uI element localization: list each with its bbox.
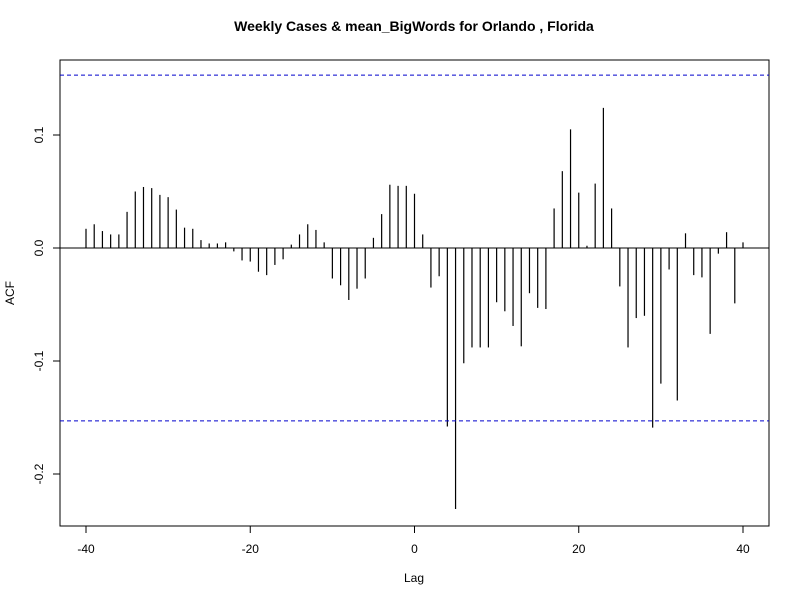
x-axis: -40 -20 0 20 40 xyxy=(77,525,750,556)
x-tick-label: 20 xyxy=(572,542,586,556)
chart-title: Weekly Cases & mean_BigWords for Orlando… xyxy=(234,18,594,34)
y-tick-label: -0.1 xyxy=(32,350,46,371)
y-tick-label: 0.1 xyxy=(32,126,46,143)
y-axis: -0.2 -0.1 0.0 0.1 xyxy=(32,126,61,484)
y-axis-label: ACF xyxy=(3,281,17,305)
y-tick-label: -0.2 xyxy=(32,463,46,484)
y-tick-label: 0.0 xyxy=(32,239,46,256)
x-tick-label: -40 xyxy=(77,542,95,556)
x-axis-label: Lag xyxy=(404,571,424,585)
plot-frame xyxy=(59,59,770,527)
x-tick-label: 40 xyxy=(736,542,750,556)
acf-bars xyxy=(60,107,769,510)
x-tick-label: -20 xyxy=(242,542,260,556)
confidence-lines xyxy=(60,74,769,422)
x-tick-label: 0 xyxy=(411,542,418,556)
